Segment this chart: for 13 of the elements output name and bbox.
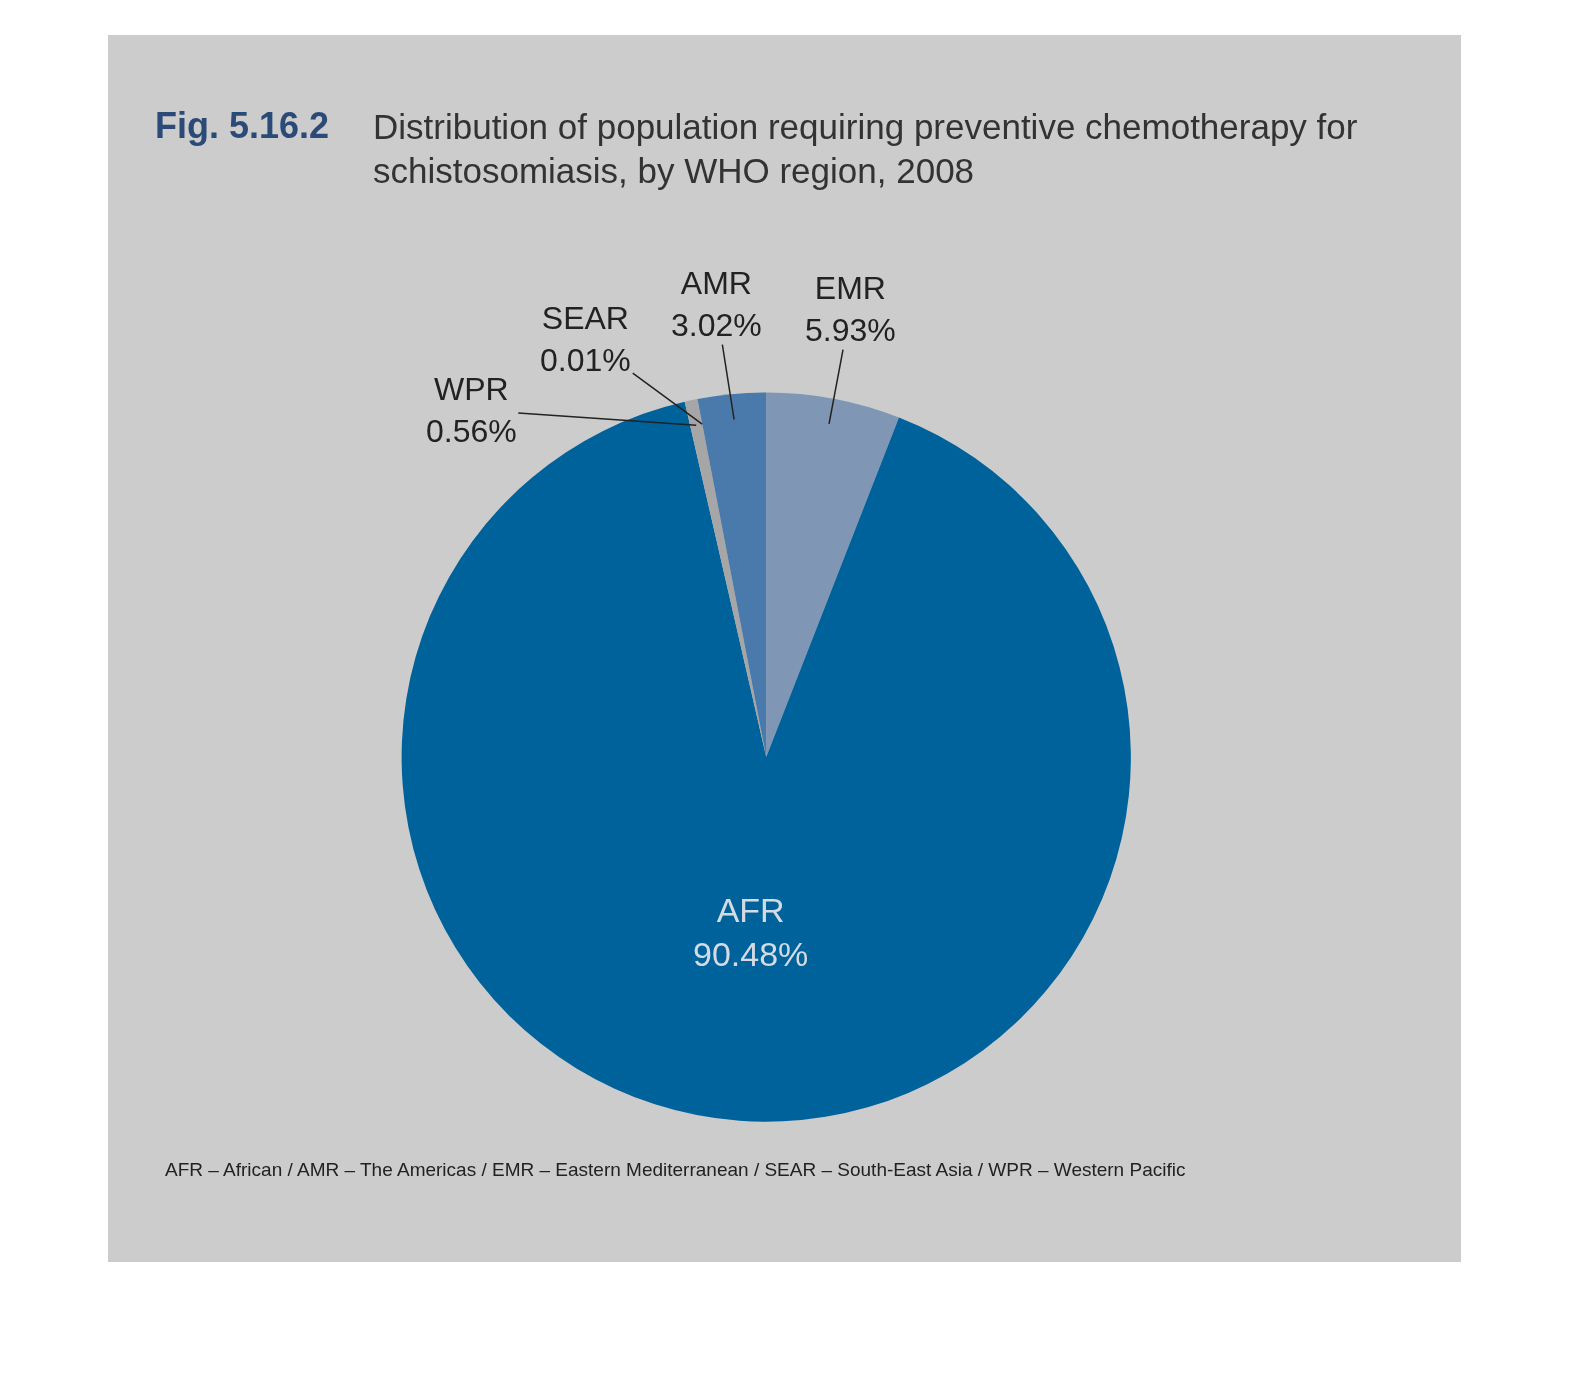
slice-label: SEAR [541,300,629,336]
slice-label: WPR [434,371,509,407]
data-label: 90.48% [693,935,809,974]
slice-label: AFR [716,891,785,929]
data-label: 5.93% [805,311,896,348]
data-label: 3.02% [671,306,762,343]
data-label: 0.01% [540,341,631,378]
slice-label: AMR [680,265,752,301]
slice-label: EMR [814,270,886,306]
data-label: 0.56% [426,412,517,449]
chart-title: Fig. 5.16.2 [155,105,330,147]
chart-subtitle: Distribution of population requiring preventive chemotherapy for schistosomiasis, by WHO region, 2008 [373,106,1359,192]
text: AFR – African / AMR – The Americas / EMR – Eastern Mediterranean / SEAR – South-East Asia / WPR – Western Pacific [165,1159,1186,1180]
